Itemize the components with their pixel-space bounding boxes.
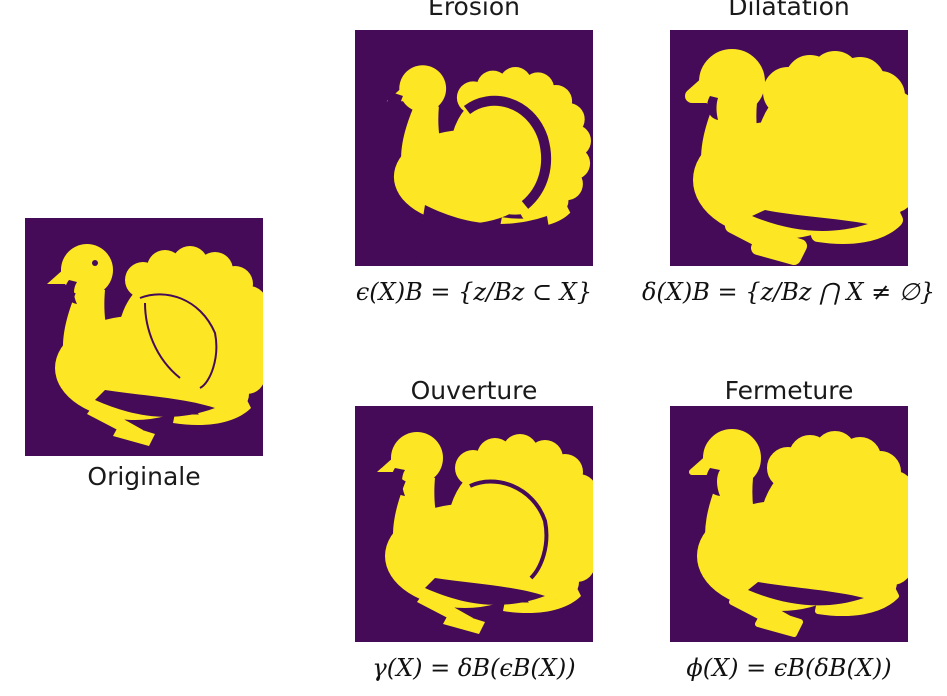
- dilation-formula: δ(X)B = {z/Bz ⋂ X ≠ ∅}: [641, 278, 936, 306]
- original-image: [25, 218, 263, 456]
- opening-formula: γ(X) = δB(ϵB(X)): [372, 654, 576, 682]
- opening-title: Ouverture: [410, 376, 538, 405]
- dilation-image: [670, 30, 908, 266]
- dilation-title: Dilatation: [728, 0, 850, 21]
- original-label: Originale: [87, 462, 201, 491]
- closing-image: [670, 406, 908, 642]
- erosion-formula: ϵ(X)B = {z/Bz ⊂ X}: [355, 278, 593, 306]
- opening-image: [355, 406, 593, 642]
- closing-formula: ϕ(X) = ϵB(δB(X)): [686, 654, 892, 682]
- erosion-image: [355, 30, 593, 266]
- erosion-title: Erosion: [428, 0, 520, 21]
- closing-title: Fermeture: [724, 376, 854, 405]
